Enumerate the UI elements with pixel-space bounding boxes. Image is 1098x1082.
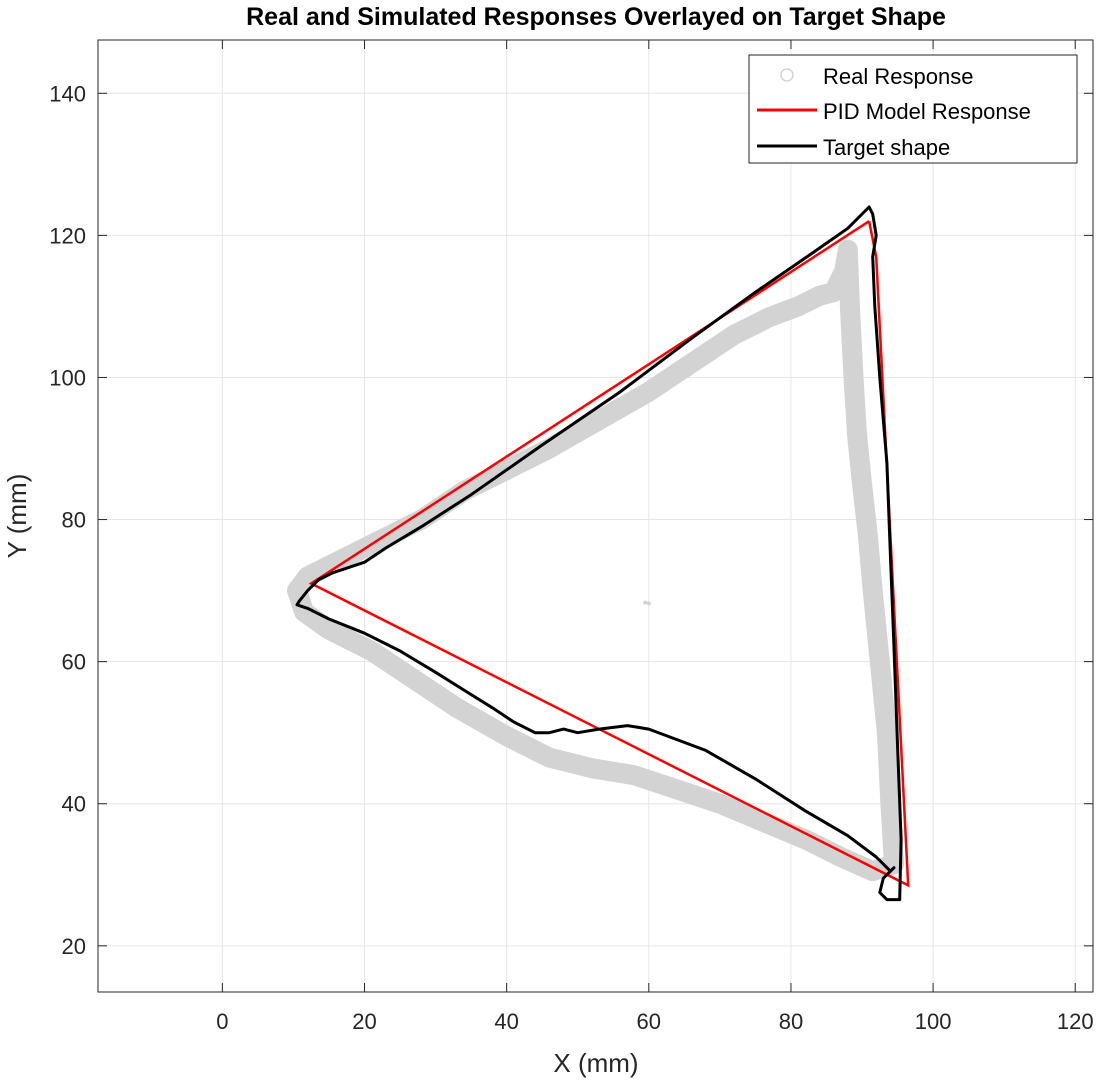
legend-pid-label: PID Model Response [823,99,1031,124]
plot-area [287,205,910,902]
y-tick-label: 40 [62,792,86,817]
tick-labels: 0 20 40 60 80 100 120 20 40 60 80 100 120 140 [49,81,1093,1034]
real-response-point [405,670,424,689]
x-tick-label: 120 [1057,1009,1094,1034]
real-response-point [753,812,772,831]
y-tick-label: 140 [49,81,86,106]
plot-background [98,40,1093,992]
real-response-point [760,308,779,327]
real-response-point [682,354,701,373]
real-response-point [835,261,854,280]
legend-target-label: Target shape [823,135,950,160]
real-response-outlier [877,723,882,728]
real-response-point [540,748,559,767]
real-response-point [590,411,609,430]
real-response-point [625,766,644,785]
ticks [98,40,1093,992]
x-tick-label: 0 [216,1009,228,1034]
legend-real-label: Real Response [823,64,973,89]
x-tick-label: 20 [352,1009,376,1034]
x-tick-label: 80 [779,1009,803,1034]
real-response-point [362,641,381,660]
real-response-point [327,553,346,572]
real-response-point [497,727,516,746]
real-response-outlier [643,600,648,605]
real-response-point [288,581,306,600]
chart-title: Real and Simulated Responses Overlayed o… [246,3,946,31]
real-response-point [582,759,601,778]
real-response-point [853,475,872,494]
y-tick-label: 20 [62,934,86,959]
legend: Real Response PID Model Response Target … [748,54,1078,164]
real-response-point [838,240,857,259]
real-response-point [848,425,867,444]
x-tick-label: 60 [637,1009,661,1034]
real-response-outlier [646,601,651,606]
real-response-point [319,620,338,639]
real-response-point [810,286,829,305]
axes-box [97,39,1094,993]
real-response-point [789,297,808,316]
real-response-point [710,794,729,813]
real-response-point [844,368,863,387]
real-response-point [298,567,317,586]
y-tick-label: 120 [49,223,86,248]
y-tick-label: 60 [62,650,86,675]
real-response-point [540,439,559,458]
y-axis-label: Y (mm) [2,474,32,559]
real-response-series [287,239,904,882]
legend-real-marker [780,68,794,82]
real-response-point [447,698,466,717]
y-tick-label: 100 [49,365,86,390]
real-response-point [725,325,744,344]
real-response-point [863,581,882,600]
real-response-point [881,794,900,813]
real-response-point [858,524,877,543]
real-response-point [840,297,859,316]
x-tick-label: 40 [494,1009,518,1034]
target-shape-line [295,205,903,902]
real-response-point [639,382,658,401]
real-response-point [877,723,896,742]
real-response-point [863,862,882,881]
target-shape-series [295,205,903,902]
x-tick-label: 100 [915,1009,952,1034]
real-response-point [824,283,843,302]
real-response-outlier [881,722,886,727]
real-response-point [668,780,687,799]
y-tick-label: 80 [62,508,86,533]
real-response-point [870,652,889,671]
x-axis-label: X (mm) [553,1048,638,1078]
